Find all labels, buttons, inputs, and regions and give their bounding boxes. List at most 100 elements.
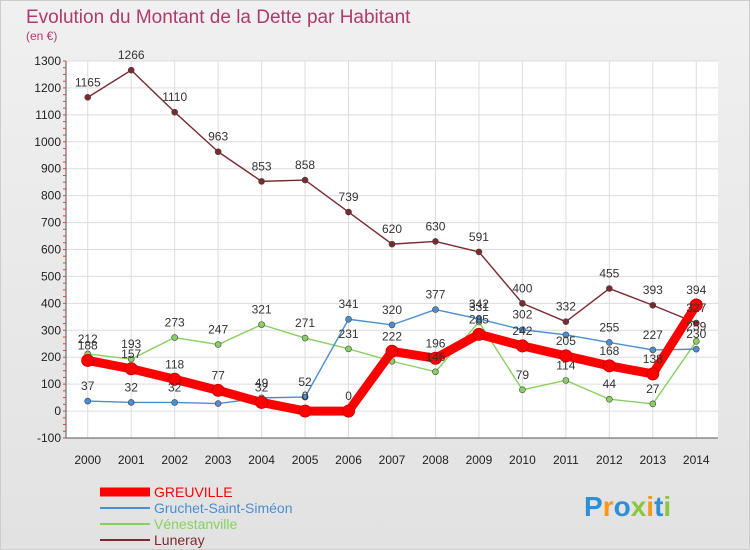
data-label: 0 bbox=[302, 389, 309, 403]
legend-label: Luneray bbox=[154, 532, 205, 548]
data-label: 212 bbox=[78, 332, 98, 346]
data-label: 341 bbox=[339, 297, 359, 311]
series-point bbox=[124, 362, 138, 376]
y-tick-label: 200 bbox=[41, 350, 61, 364]
data-label: 963 bbox=[208, 130, 228, 144]
x-tick-label: 2006 bbox=[335, 453, 362, 467]
data-label: 0 bbox=[345, 389, 352, 403]
data-label: 49 bbox=[255, 376, 269, 390]
series-point bbox=[606, 395, 613, 403]
series-point bbox=[649, 346, 657, 354]
logo-letter: r bbox=[603, 491, 614, 522]
series-point bbox=[301, 176, 309, 184]
data-label: 393 bbox=[643, 283, 663, 297]
series-point bbox=[127, 355, 135, 363]
axes: -100010020030040050060070080090010001100… bbox=[34, 54, 718, 467]
series-point bbox=[432, 368, 439, 376]
data-label: 1110 bbox=[162, 90, 187, 104]
x-tick-label: 2007 bbox=[379, 453, 406, 467]
y-tick-label: 300 bbox=[41, 323, 61, 337]
series-point bbox=[475, 315, 483, 323]
x-tick-label: 2011 bbox=[553, 453, 579, 467]
data-label: 247 bbox=[208, 323, 228, 337]
series-point bbox=[127, 399, 135, 406]
series-point bbox=[646, 367, 660, 381]
series-point bbox=[606, 285, 613, 292]
data-label: 32 bbox=[125, 380, 139, 394]
data-label: 193 bbox=[121, 337, 141, 351]
data-label: 1165 bbox=[75, 75, 101, 89]
logo-letter: t bbox=[654, 491, 663, 522]
series-point bbox=[515, 339, 529, 353]
series-point bbox=[519, 326, 526, 334]
series-point bbox=[258, 321, 265, 328]
series-point bbox=[692, 338, 700, 345]
data-label: 157 bbox=[121, 347, 141, 361]
data-label: 853 bbox=[252, 159, 272, 173]
data-label: 188 bbox=[78, 338, 98, 352]
series-point bbox=[432, 306, 439, 313]
series-group bbox=[81, 66, 703, 418]
data-label: 259 bbox=[686, 319, 706, 333]
series-point bbox=[298, 404, 312, 418]
data-label: 196 bbox=[425, 336, 445, 350]
series-3 bbox=[84, 66, 700, 327]
data-label: 591 bbox=[469, 230, 489, 244]
y-tick-label: 1000 bbox=[34, 135, 61, 149]
y-tick-label: 1100 bbox=[35, 108, 61, 122]
series-point bbox=[81, 353, 95, 367]
series-point bbox=[432, 238, 439, 245]
series-0 bbox=[81, 298, 703, 418]
series-point bbox=[214, 400, 222, 407]
data-label: 118 bbox=[165, 357, 184, 371]
series-point bbox=[255, 395, 269, 409]
x-tick-label: 2009 bbox=[466, 453, 493, 467]
legend: GREUVILLEGruchet-Saint-SiméonVénestanvil… bbox=[100, 484, 293, 548]
data-label: 146 bbox=[425, 350, 445, 364]
x-tick-label: 2001 bbox=[118, 453, 145, 467]
data-label: 222 bbox=[382, 329, 402, 343]
series-point bbox=[214, 341, 222, 348]
series-point bbox=[562, 318, 570, 325]
series-point bbox=[84, 397, 92, 405]
data-label: 205 bbox=[556, 334, 576, 348]
data-label: 327 bbox=[686, 301, 706, 315]
series-point bbox=[562, 331, 570, 339]
series-point bbox=[562, 377, 570, 384]
series-point bbox=[342, 404, 356, 418]
data-label: 620 bbox=[382, 222, 402, 236]
series-point bbox=[214, 148, 222, 156]
data-label: 273 bbox=[165, 316, 185, 330]
x-tick-label: 2013 bbox=[639, 453, 666, 467]
series-point bbox=[345, 208, 352, 216]
series-point bbox=[602, 359, 616, 373]
y-tick-label: -100 bbox=[37, 431, 61, 445]
data-label: 77 bbox=[211, 368, 225, 382]
chart-subtitle: (en €) bbox=[26, 29, 57, 43]
x-tick-label: 2005 bbox=[292, 453, 319, 467]
series-point bbox=[692, 319, 700, 327]
series-point bbox=[385, 344, 399, 358]
series-point bbox=[171, 334, 178, 341]
data-label: 739 bbox=[339, 190, 359, 204]
logo-letter: i bbox=[646, 491, 654, 522]
data-label: 79 bbox=[516, 368, 530, 382]
data-label: 858 bbox=[295, 158, 315, 172]
series-point bbox=[211, 383, 225, 397]
series-point bbox=[559, 349, 573, 363]
logo-letter: x bbox=[631, 491, 647, 522]
data-label: 271 bbox=[295, 316, 315, 330]
series-point bbox=[475, 248, 483, 256]
x-tick-label: 2014 bbox=[683, 453, 710, 467]
data-label: 231 bbox=[339, 327, 359, 341]
logo-letter: o bbox=[614, 491, 631, 522]
data-label: 168 bbox=[599, 344, 619, 358]
logo-letter: P bbox=[584, 491, 603, 522]
data-label: 227 bbox=[643, 328, 663, 342]
data-label: 242 bbox=[512, 324, 532, 338]
data-label: 255 bbox=[599, 320, 619, 334]
data-label: 285 bbox=[469, 312, 489, 326]
proxiti-logo: Proxiti bbox=[584, 491, 671, 522]
series-point bbox=[127, 66, 135, 74]
